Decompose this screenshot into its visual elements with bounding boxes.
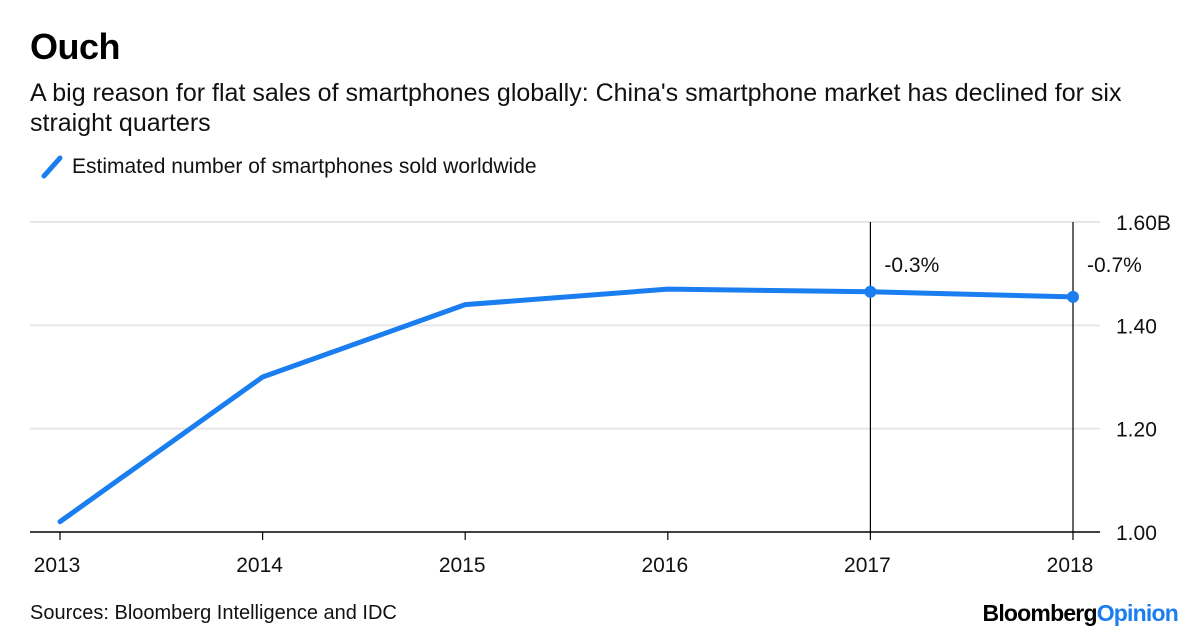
x-tick-label: 2015: [439, 554, 486, 577]
data-point-marker: [1067, 290, 1079, 303]
series-line: [57, 286, 1076, 525]
legend-label: Estimated number of smartphones sold wor…: [72, 155, 537, 178]
y-tick-label: 1.40: [1116, 315, 1157, 338]
source-note: Sources: Bloomberg Intelligence and IDC: [30, 602, 397, 624]
y-tick-label: 1.60B: [1116, 212, 1171, 235]
x-tick-label: 2014: [236, 554, 283, 577]
chart-title: Ouch: [30, 26, 121, 67]
x-tick-label: 2017: [844, 554, 891, 577]
x-tick-label: 2013: [34, 554, 81, 577]
legend-line-icon: [41, 155, 63, 179]
x-tick-label: 2018: [1047, 554, 1094, 577]
data-point-marker: [864, 285, 877, 298]
x-tick-label: 2016: [641, 554, 688, 577]
annotation-label: -0.7%: [1087, 254, 1142, 277]
legend: Estimated number of smartphones sold wor…: [40, 154, 537, 180]
y-tick-label: 1.00: [1116, 522, 1157, 545]
chart-subtitle: A big reason for flat sales of smartphon…: [30, 79, 1122, 137]
brand-logo: BloombergOpinion: [982, 600, 1179, 626]
annotation-label: -0.3%: [884, 254, 939, 277]
y-tick-label: 1.20: [1116, 419, 1157, 442]
